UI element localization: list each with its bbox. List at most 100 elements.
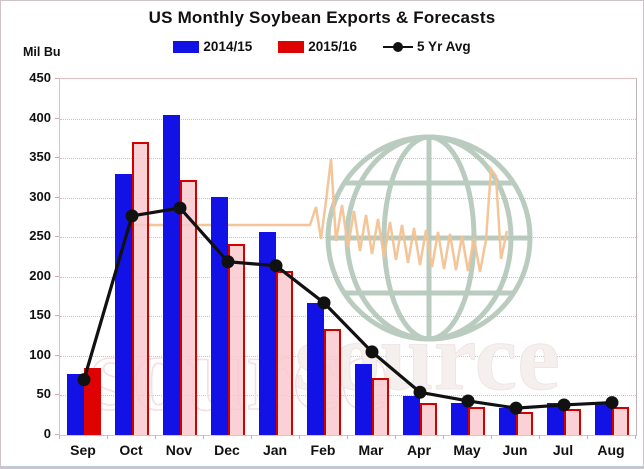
x-tick-mark [443, 435, 444, 439]
x-tick-label-aug: Aug [597, 442, 625, 458]
bar-2015-16-jun [516, 412, 533, 435]
x-tick-label-oct: Oct [119, 442, 143, 458]
y-axis-unit-label: Mil Bu [23, 45, 61, 59]
avg-point-mar [365, 345, 379, 359]
month-slot-may [444, 79, 492, 435]
month-slot-feb [300, 79, 348, 435]
legend-item-5yr-avg: 5 Yr Avg [383, 39, 471, 54]
x-tick-mark [251, 435, 252, 439]
y-tick-label-450: 450 [29, 70, 51, 85]
avg-point-oct [125, 209, 139, 223]
gridline-200 [60, 276, 636, 278]
avg-point-sep [77, 373, 91, 387]
gridline-300 [60, 197, 636, 199]
red-series-swatch-icon [278, 40, 305, 53]
x-tick-mark [587, 435, 588, 439]
avg-point-dec [221, 255, 235, 269]
avg-point-jun [509, 401, 523, 415]
month-slot-nov [156, 79, 204, 435]
chart-title: US Monthly Soybean Exports & Forecasts [148, 8, 496, 27]
y-tick-label-200: 200 [29, 267, 51, 283]
month-slot-apr [396, 79, 444, 435]
y-tick-mark [55, 354, 59, 356]
avg-point-feb [317, 296, 331, 310]
legend-item-2014-15: 2014/15 [173, 39, 252, 54]
month-slot-mar [348, 79, 396, 435]
month-slot-aug [588, 79, 636, 435]
x-tick-mark [203, 435, 204, 439]
x-tick-mark [155, 435, 156, 439]
avg-line-path [82, 206, 613, 410]
legend-item-2015-16: 2015/16 [278, 39, 357, 54]
x-tick-label-feb: Feb [310, 442, 336, 458]
y-tick-mark [55, 236, 59, 238]
y-tick-mark [55, 117, 59, 119]
y-tick-mark [55, 394, 59, 396]
ekg-line-icon [119, 158, 509, 273]
x-tick-mark [539, 435, 540, 439]
gridline-150 [60, 316, 636, 318]
line-dot-marker-icon [383, 41, 414, 53]
x-tick-mark [299, 435, 300, 439]
five-year-avg-line [77, 201, 619, 415]
x-tick-mark [107, 435, 108, 439]
x-tick-label-sep: Sep [70, 442, 96, 458]
y-tick-mark [55, 78, 59, 79]
avg-point-may [461, 394, 475, 408]
avg-point-jan [269, 259, 283, 273]
x-tick-mark [347, 435, 348, 439]
gridline-350 [60, 158, 636, 160]
bar-2014-15-jul [547, 402, 564, 435]
avg-point-apr [413, 385, 427, 399]
month-slot-jun [492, 79, 540, 435]
x-tick-mark [395, 435, 396, 439]
x-axis-labels: Sep Oct Nov Dec Jan Feb Mar Apr May Jun Jul Aug [59, 442, 635, 458]
gridline-100 [60, 355, 636, 357]
y-tick-label-250: 250 [29, 228, 51, 244]
bar-2015-16-apr [420, 403, 437, 435]
legend: 2014/15 2015/16 5 Yr Avg [1, 39, 643, 54]
bar-2015-16-mar [372, 378, 389, 435]
y-axis-tick-labels: 0 50 100 150 200 250 300 350 400 450 [1, 70, 51, 441]
bar-2014-15-may [451, 402, 468, 435]
y-tick-label-400: 400 [29, 109, 51, 125]
bar-2015-16-aug [612, 407, 629, 435]
avg-point-nov [173, 201, 187, 215]
avg-point-jul [557, 398, 571, 412]
plot-area: source source [59, 78, 637, 436]
x-tick-mark [491, 435, 492, 439]
bar-2014-15-nov [163, 115, 180, 435]
x-tick-mark [635, 435, 636, 439]
bar-2014-15-sep [67, 374, 84, 435]
bar-2015-16-may [468, 407, 485, 435]
x-tick-label-may: May [453, 442, 481, 458]
y-tick-label-300: 300 [29, 188, 51, 204]
legend-label: 5 Yr Avg [417, 39, 471, 54]
bar-2014-15-apr [403, 396, 420, 435]
bottom-edge-divider [1, 466, 643, 468]
month-slot-jul [540, 79, 588, 435]
x-tick-label-mar: Mar [358, 442, 384, 458]
x-tick-label-jul: Jul [552, 442, 574, 458]
bar-2015-16-nov [180, 180, 197, 435]
bar-2014-15-aug [595, 401, 612, 435]
gridline-400 [60, 118, 636, 120]
y-tick-mark [55, 315, 59, 317]
legend-label: 2014/15 [203, 39, 253, 54]
bar-2015-16-jul [564, 408, 581, 435]
x-tick-mark [59, 435, 60, 439]
bar-2014-15-feb [307, 302, 324, 435]
y-tick-label-100: 100 [29, 346, 51, 362]
x-tick-label-nov: Nov [165, 442, 193, 458]
x-tick-label-jan: Jan [262, 442, 288, 458]
gridline-50 [60, 395, 636, 397]
bar-2014-15-mar [355, 363, 372, 435]
y-tick-mark [55, 275, 59, 277]
bar-2015-16-dec [228, 244, 245, 435]
month-slot-sep [60, 79, 108, 435]
y-tick-mark [55, 196, 59, 198]
y-tick-mark [55, 157, 59, 159]
x-tick-label-dec: Dec [214, 442, 240, 458]
blue-series-swatch-icon [173, 40, 200, 53]
